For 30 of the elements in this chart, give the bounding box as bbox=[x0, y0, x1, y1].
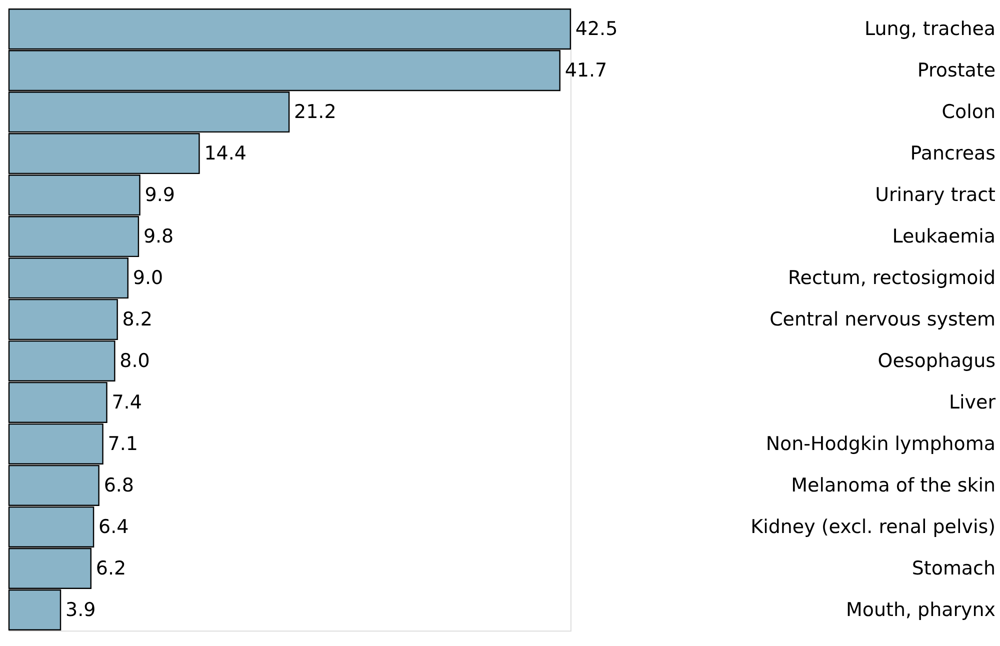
y-tick-label: Central nervous system bbox=[770, 308, 996, 330]
y-tick-label: Pancreas bbox=[910, 142, 996, 165]
data-label: 7.1 bbox=[108, 432, 138, 455]
y-tick-label: Oesophagus bbox=[878, 350, 996, 372]
data-label: 6.8 bbox=[104, 474, 134, 496]
data-label: 9.0 bbox=[132, 267, 164, 289]
y-tick-label: Leukaemia bbox=[892, 226, 996, 248]
data-label: 21.2 bbox=[294, 101, 336, 124]
y-tick-label: Mouth, pharynx bbox=[846, 598, 996, 621]
data-label: 9.8 bbox=[143, 226, 174, 248]
y-tick-label: Kidney (excl. renal pelvis) bbox=[750, 516, 996, 538]
data-label: 3.9 bbox=[66, 598, 96, 621]
data-label: 9.9 bbox=[144, 184, 175, 206]
data-label: 6.4 bbox=[98, 516, 129, 538]
y-tick-label: Rectum, rectosigmoid bbox=[788, 267, 996, 289]
y-tick-label: Urinary tract bbox=[875, 184, 996, 206]
y-tick-label: Non-Hodgkin lymphoma bbox=[766, 432, 996, 455]
data-label: 8.2 bbox=[122, 308, 152, 330]
data-label: 14.4 bbox=[204, 142, 246, 165]
y-tick-label: Colon bbox=[942, 101, 996, 124]
y-tick-label: Prostate bbox=[917, 60, 996, 82]
y-tick-label: Lung, trachea bbox=[864, 18, 996, 40]
y-tick-label: Melanoma of the skin bbox=[791, 474, 996, 496]
y-tick-label: Liver bbox=[948, 391, 996, 414]
data-label: 41.7 bbox=[564, 60, 608, 82]
data-label: 8.0 bbox=[120, 350, 150, 372]
y-tick-label: Stomach bbox=[912, 557, 996, 580]
data-label: 6.2 bbox=[96, 557, 126, 580]
data-label: 7.4 bbox=[112, 391, 142, 414]
data-label: 42.5 bbox=[575, 18, 618, 40]
